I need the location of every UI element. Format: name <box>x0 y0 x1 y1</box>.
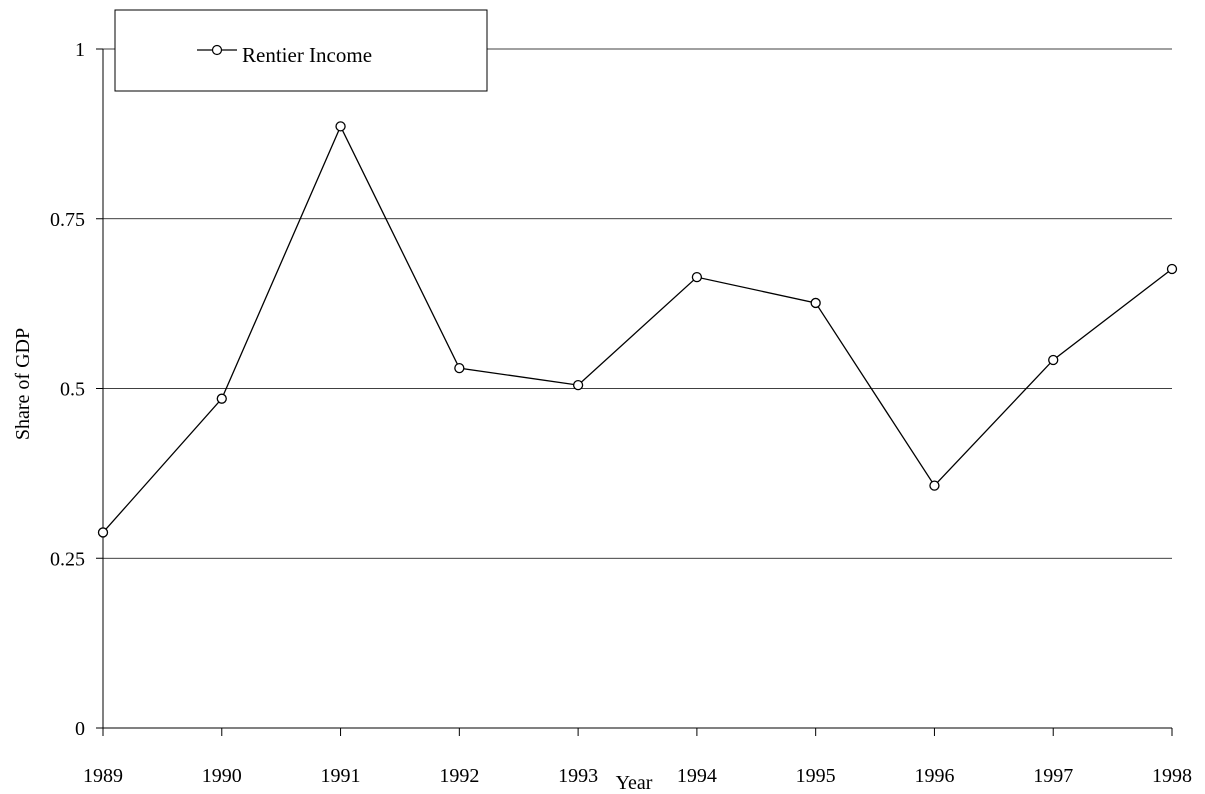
data-point <box>97 527 109 538</box>
legend: Rentier Income <box>114 9 488 92</box>
data-point <box>1048 354 1059 366</box>
data-point <box>1166 263 1178 275</box>
y-tick-label: 0.25 <box>50 548 85 570</box>
y-tick-label: 0.75 <box>50 209 85 231</box>
data-point <box>335 121 346 132</box>
data-point <box>691 271 703 283</box>
x-tick-label: 1993 <box>558 765 598 787</box>
series-line <box>102 124 1173 533</box>
y-tick-label: 1 <box>75 39 85 61</box>
x-tick-label: 1997 <box>1033 765 1073 787</box>
x-tick-label: 1992 <box>439 765 479 787</box>
x-axis-title: Year <box>616 772 653 794</box>
data-point <box>929 480 940 491</box>
x-tick-label: 1998 <box>1152 765 1192 787</box>
y-tick-label: 0 <box>75 718 85 740</box>
x-tick-label: 1990 <box>202 765 242 787</box>
data-series <box>97 121 1178 538</box>
data-point <box>572 379 584 391</box>
x-tick-label: 1991 <box>321 765 361 787</box>
x-tick-label: 1995 <box>796 765 836 787</box>
data-point <box>810 297 821 309</box>
x-tick-label: 1994 <box>677 765 717 787</box>
data-point <box>454 362 465 374</box>
legend-box <box>114 9 488 92</box>
x-tick-label: 1989 <box>83 765 123 787</box>
axes: 0 0.25 0.5 0.75 1 1989 1990 1991 1992 1993 1994 199… <box>50 39 1192 787</box>
y-axis-title: Share of GDP <box>12 328 34 440</box>
legend-label: Rentier Income <box>242 43 372 67</box>
y-tick-label: 0.5 <box>60 379 85 401</box>
legend-marker-swatch <box>211 44 223 56</box>
data-point <box>216 393 227 404</box>
x-tick-label: 1996 <box>914 765 954 787</box>
